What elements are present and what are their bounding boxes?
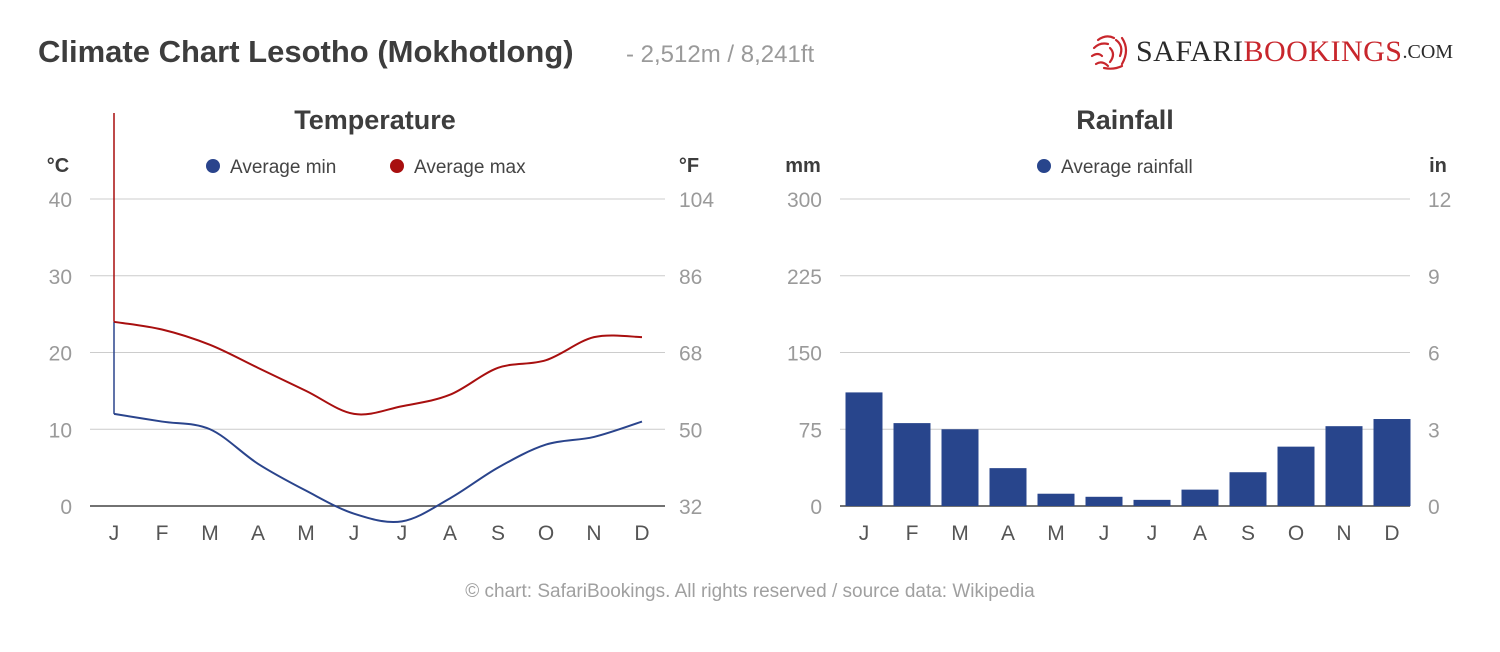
x-tick-label: D <box>634 522 649 545</box>
average-min-line <box>113 412 643 523</box>
x-tick-label: M <box>1047 522 1065 545</box>
rainfall-bar <box>941 429 979 506</box>
x-tick-label: S <box>491 522 505 545</box>
logo-text: SAFARI <box>1136 35 1244 68</box>
x-tick-label: J <box>1099 522 1110 545</box>
y-tick-right: 104 <box>679 189 714 212</box>
x-tick-label: O <box>538 522 554 545</box>
rainfall-bar <box>1037 493 1075 506</box>
y-tick-right: 32 <box>679 496 702 519</box>
x-tick-label: A <box>443 522 457 545</box>
x-tick-label: J <box>349 522 360 545</box>
x-tick-label: N <box>586 522 601 545</box>
x-tick-label: F <box>906 522 919 545</box>
y-tick-left: 150 <box>787 343 822 366</box>
logo-text-red: BOOKINGS <box>1243 35 1403 68</box>
legend-label: Average min <box>230 157 336 178</box>
legend-marker-icon <box>390 159 404 173</box>
y-tick-left: 40 <box>49 189 72 212</box>
right-axis-unit: °F <box>679 155 699 177</box>
y-tick-right: 6 <box>1428 343 1440 366</box>
rainfall-bar <box>1373 419 1411 506</box>
lion-icon <box>1090 35 1128 70</box>
legend-marker-icon <box>1037 159 1051 173</box>
y-tick-right: 50 <box>679 419 702 442</box>
left-axis-unit: °C <box>47 155 69 177</box>
x-tick-label: N <box>1336 522 1351 545</box>
legend-marker-icon <box>206 159 220 173</box>
y-tick-right: 86 <box>679 266 702 289</box>
x-tick-label: A <box>1193 522 1207 545</box>
y-tick-left: 20 <box>49 343 72 366</box>
rainfall-bar <box>1277 446 1315 506</box>
chart-title: Rainfall <box>1076 105 1174 135</box>
x-tick-label: O <box>1288 522 1304 545</box>
rainfall-bar <box>1181 489 1219 506</box>
x-tick-label: M <box>201 522 219 545</box>
x-tick-label: F <box>156 522 169 545</box>
x-tick-label: D <box>1384 522 1399 545</box>
y-tick-right: 0 <box>1428 496 1440 519</box>
legend-label: Average max <box>414 157 526 178</box>
rainfall-bar <box>1325 426 1363 506</box>
rainfall-bar <box>989 468 1027 506</box>
legend-label: Average rainfall <box>1061 157 1193 178</box>
x-tick-label: A <box>1001 522 1015 545</box>
x-tick-label: S <box>1241 522 1255 545</box>
y-tick-left: 75 <box>799 419 822 442</box>
right-axis-unit: in <box>1429 155 1447 177</box>
average-max-line <box>113 320 643 416</box>
y-tick-right: 3 <box>1428 419 1440 442</box>
x-tick-label: J <box>109 522 120 545</box>
rainfall-bar <box>1133 499 1171 506</box>
y-tick-left: 30 <box>49 266 72 289</box>
x-tick-label: A <box>251 522 265 545</box>
page-title: Climate Chart Lesotho (Mokhotlong) <box>38 34 574 69</box>
rainfall-bar <box>1229 472 1267 506</box>
rainfall-bar <box>845 392 883 506</box>
safaribookings-logo: SAFARIBOOKINGS .COM <box>1088 32 1453 72</box>
rainfall-bar <box>893 423 931 506</box>
chart-title: Temperature <box>294 105 456 135</box>
y-tick-left: 300 <box>787 189 822 212</box>
y-tick-left: 0 <box>60 496 72 519</box>
rainfall-bar <box>1085 496 1123 506</box>
x-tick-label: J <box>859 522 870 545</box>
x-tick-label: J <box>397 522 408 545</box>
y-tick-right: 9 <box>1428 266 1440 289</box>
y-tick-left: 225 <box>787 266 822 289</box>
y-tick-right: 68 <box>679 343 702 366</box>
logo-suffix: .COM <box>1402 40 1454 63</box>
x-tick-label: J <box>1147 522 1158 545</box>
y-tick-left: 0 <box>810 496 822 519</box>
y-tick-right: 12 <box>1428 189 1451 212</box>
y-tick-left: 10 <box>49 419 72 442</box>
x-tick-label: M <box>297 522 315 545</box>
elevation-subtitle: - 2,512m / 8,241ft <box>626 41 815 68</box>
left-axis-unit: mm <box>785 155 821 177</box>
x-tick-label: M <box>951 522 969 545</box>
copyright-footer: © chart: SafariBookings. All rights rese… <box>465 581 1035 602</box>
